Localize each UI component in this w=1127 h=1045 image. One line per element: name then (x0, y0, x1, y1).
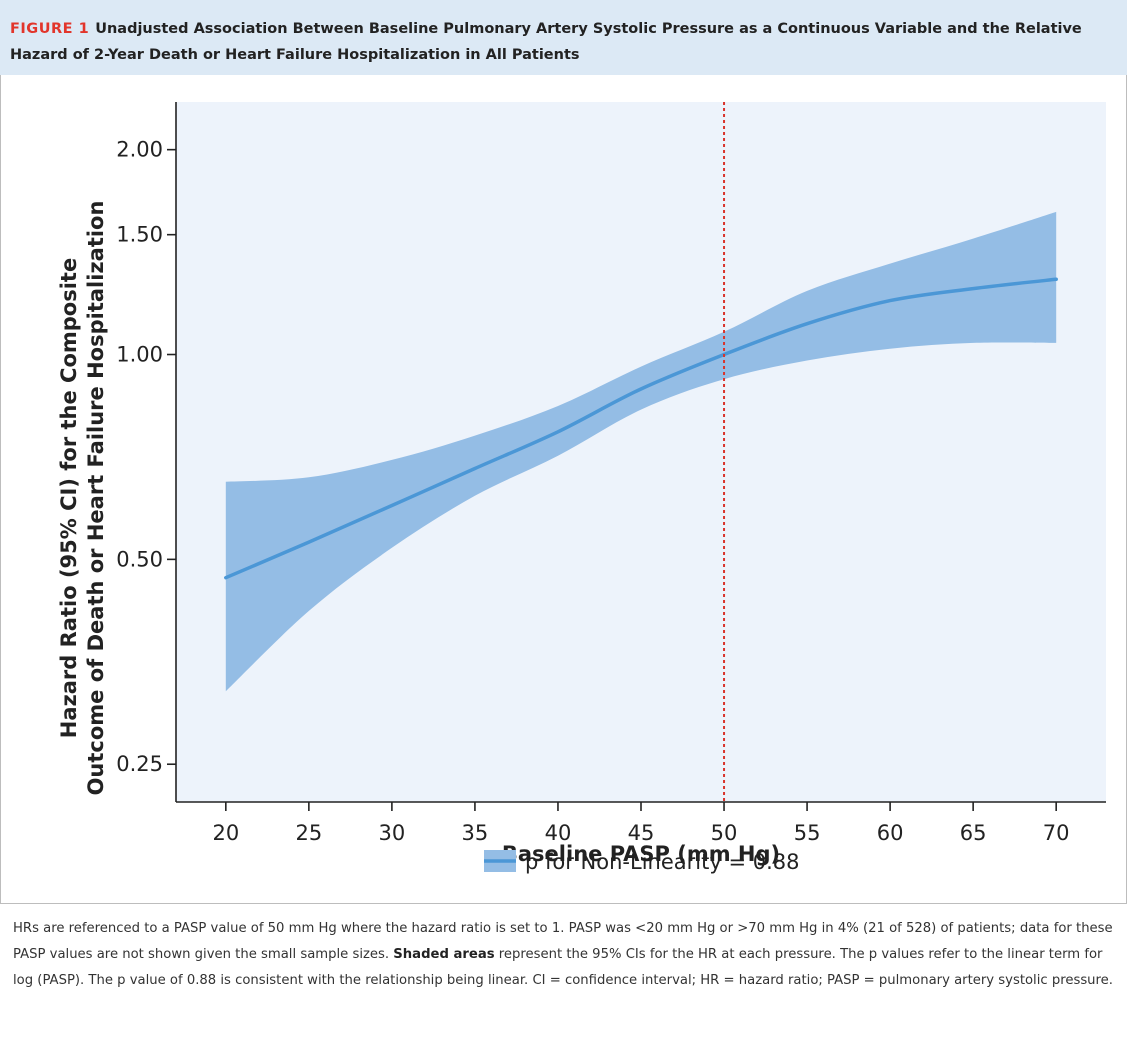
x-tick-label: 60 (877, 821, 904, 845)
y-axis-label-line1: Hazard Ratio (95% CI) for the Composite (57, 258, 81, 738)
y-tick-label: 1.00 (116, 343, 163, 367)
x-tick-label: 45 (628, 821, 655, 845)
plot-background (176, 102, 1106, 802)
legend: p for Non-Linearity = 0.88 (484, 850, 799, 874)
y-tick-label: 1.50 (116, 223, 163, 247)
chart-panel: 20 25 30 35 40 45 50 55 60 65 70 0.25 0.50 1.00 1.50 2.… (0, 75, 1127, 904)
x-tick-label: 65 (960, 821, 987, 845)
x-tick-label: 20 (212, 821, 239, 845)
ci-band-0 (225, 211, 1057, 692)
x-axis-label: Baseline PASP (mm Hg) (502, 842, 780, 866)
plot-layer (224, 102, 1058, 802)
x-tick-label: 55 (794, 821, 821, 845)
x-tick-label: 25 (295, 821, 322, 845)
hazard-ratio-chart: 20 25 30 35 40 45 50 55 60 65 70 0.25 0.50 1.00 1.50 2.… (57, 102, 1106, 874)
hazard-ratio-line-0 (224, 277, 1058, 580)
caption-bold: Shaded areas (393, 947, 495, 962)
y-tick-label: 0.25 (116, 752, 163, 776)
y-tick-label: 0.50 (116, 547, 163, 571)
caption-text-1: HRs are referenced to a PASP value of 50… (13, 921, 1113, 962)
x-tick-label: 70 (1043, 821, 1070, 845)
x-tick-label: 35 (462, 821, 489, 845)
y-axis-label-line2: Outcome of Death or Heart Failure Hospit… (84, 201, 108, 796)
figure-caption: HRs are referenced to a PASP value of 50… (13, 916, 1113, 994)
figure-label: FIGURE 1 (10, 21, 90, 37)
figure-header: FIGURE 1 Unadjusted Association Between B… (0, 0, 1127, 75)
y-tick-label: 2.00 (116, 138, 163, 162)
x-tick-label: 50 (711, 821, 738, 845)
figure-title-text: Unadjusted Association Between Baseline … (10, 21, 1082, 63)
legend-label: p for Non-Linearity = 0.88 (525, 850, 799, 874)
x-tick-label: 40 (545, 821, 572, 845)
figure-title: FIGURE 1 Unadjusted Association Between B… (10, 16, 1115, 68)
caption-text-2: represent the 95% CIs for the HR at each… (13, 947, 1113, 988)
tick-layer: 20 25 30 35 40 45 50 55 60 65 70 0.25 0.50 1.00 1.50 2.… (116, 138, 1069, 845)
x-tick-label: 30 (379, 821, 406, 845)
